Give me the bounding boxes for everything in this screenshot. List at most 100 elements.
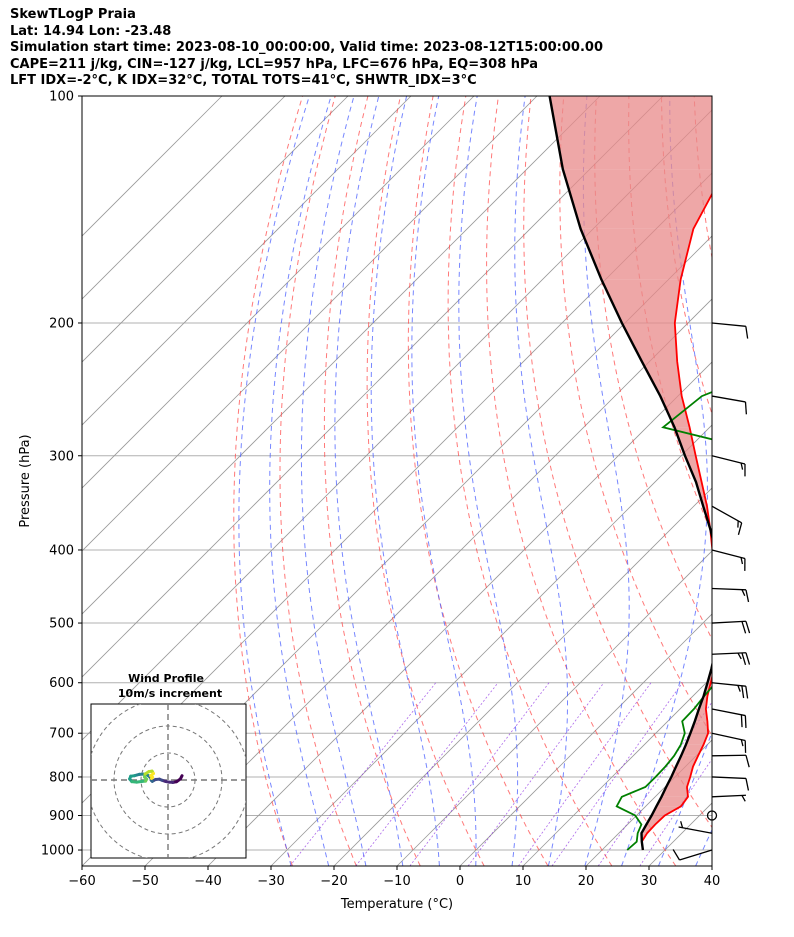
dry-adiabat-line	[759, 96, 794, 866]
dry-adiabat-line	[323, 96, 421, 866]
isotherm-line	[82, 96, 412, 426]
cin-area	[661, 787, 688, 797]
wind-barb	[672, 849, 713, 861]
wind-barb	[711, 754, 750, 768]
dry-adiabat-line	[693, 96, 712, 260]
wind-barb	[711, 620, 751, 634]
barb-full-feather	[745, 686, 749, 699]
hodograph-title: Wind Profile	[128, 672, 204, 685]
wind-barb	[711, 455, 746, 477]
moist-adiabat-line	[514, 96, 568, 866]
hodograph: Wind Profile 10m/s increment	[90, 672, 247, 859]
cin-area	[641, 824, 656, 834]
x-tick-label: 40	[704, 874, 721, 889]
x-tick-label: 10	[515, 874, 532, 889]
barb-full-feather	[737, 522, 743, 535]
wind-barb	[711, 322, 749, 339]
cin-area	[681, 744, 704, 756]
cin-area	[549, 96, 712, 170]
isotherm-line	[82, 96, 664, 678]
x-tick-label: −30	[257, 874, 284, 889]
mixing-ratio-line	[409, 682, 550, 866]
moist-adiabat-line	[334, 96, 404, 866]
cin-area	[720, 585, 721, 588]
cin-area	[651, 806, 681, 816]
wind-barb	[711, 587, 750, 603]
dry-adiabat-line	[233, 96, 304, 866]
y-tick-label: 600	[49, 676, 74, 691]
isotherm-line	[459, 613, 712, 866]
isotherm-line	[396, 550, 712, 866]
barb-shaft	[711, 754, 747, 757]
wind-barb	[711, 505, 743, 535]
dry-adiabat-line	[279, 96, 357, 866]
mixing-ratio-line	[551, 682, 683, 866]
cin-area	[660, 396, 690, 428]
wind-barb	[711, 732, 747, 753]
wind-barb	[711, 395, 748, 415]
barb-shaft	[711, 732, 746, 742]
barb-shaft	[678, 826, 713, 834]
moist-adiabat-line	[658, 731, 712, 866]
isotherm-line	[82, 96, 349, 363]
barb-full-feather	[672, 849, 681, 861]
cin-area	[685, 733, 709, 745]
isotherm-line	[82, 96, 538, 552]
moist-adiabat-line	[621, 96, 708, 866]
hodograph-segment	[150, 775, 155, 780]
moist-adiabat-line	[458, 96, 519, 866]
wind-barb	[711, 682, 749, 699]
x-tick-label: −40	[194, 874, 221, 889]
isotherm-line	[711, 865, 712, 866]
y-tick-label: 300	[49, 449, 74, 464]
wind-barb	[711, 652, 751, 665]
moist-adiabat-line	[238, 96, 310, 866]
y-axis-label: Pressure (hPa)	[18, 434, 33, 527]
cin-area	[715, 639, 718, 654]
y-tick-label: 100	[49, 90, 74, 105]
x-tick-label: −10	[383, 874, 410, 889]
barb-half-feather	[740, 739, 744, 747]
cin-area	[621, 322, 678, 362]
barb-shaft	[711, 776, 746, 780]
y-tick-label: 500	[49, 617, 74, 632]
barb-half-feather	[737, 685, 741, 692]
mixing-ratio-line	[289, 682, 437, 866]
header-title: SkewTLogP Praia	[10, 7, 136, 22]
barb-shaft	[711, 652, 746, 655]
barb-shaft	[711, 708, 746, 717]
cape-area	[718, 623, 719, 634]
sounding-profiles	[548, 96, 712, 851]
y-tick-label: 1000	[41, 844, 74, 859]
moist-adiabat-line	[582, 96, 630, 866]
chart-header: SkewTLogP Praia Lat: 14.94 Lon: -23.48 S…	[10, 7, 603, 90]
header-indices-line: LFT IDX=-2°C, K IDX=32°C, TOTAL TOTS=41°…	[10, 73, 477, 88]
moist-adiabat-line	[370, 96, 440, 866]
barb-half-feather	[680, 821, 684, 828]
header-location: Lat: 14.94 Lon: -23.48	[10, 23, 172, 39]
y-tick-label: 900	[49, 809, 74, 824]
barb-shaft	[711, 395, 746, 403]
barb-half-feather	[741, 589, 746, 597]
y-tick-label: 700	[49, 727, 74, 742]
barb-full-feather	[741, 621, 747, 634]
header-times: Simulation start time: 2023-08-10_00:00:…	[10, 40, 603, 55]
y-tick-label: 200	[49, 316, 74, 331]
mixing-ratio-line	[518, 682, 652, 866]
barb-shaft	[711, 794, 746, 798]
x-tick-label: −20	[320, 874, 347, 889]
barb-shaft	[711, 682, 746, 687]
moist-adiabat-line	[300, 96, 367, 866]
barb-full-feather	[744, 401, 748, 415]
y-tick-label: 800	[49, 770, 74, 785]
barb-shaft	[711, 549, 746, 560]
x-axis-label: Temperature (°C)	[340, 897, 453, 912]
wind-barbs	[672, 322, 751, 861]
wind-barb	[711, 549, 746, 571]
barb-shaft	[711, 455, 746, 465]
dry-adiabat-line	[407, 96, 549, 866]
wind-barb	[711, 776, 750, 791]
wind-barb	[678, 821, 713, 834]
cin-area	[717, 634, 718, 639]
